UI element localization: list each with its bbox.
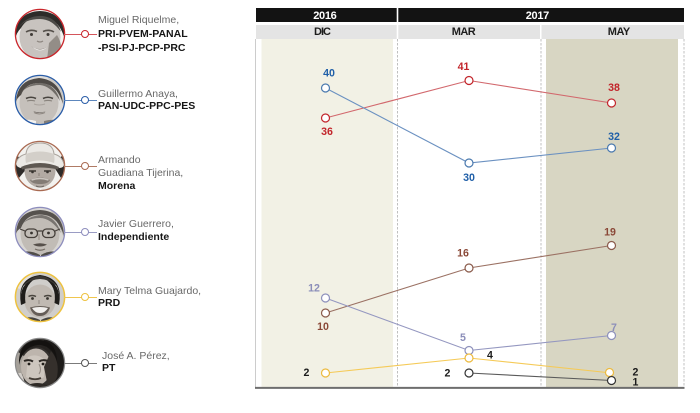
svg-text:16: 16	[457, 248, 469, 260]
svg-text:2: 2	[633, 367, 639, 379]
svg-text:19: 19	[604, 227, 616, 239]
svg-text:10: 10	[317, 321, 329, 333]
svg-text:40: 40	[323, 68, 335, 80]
svg-text:2: 2	[304, 367, 310, 379]
svg-text:30: 30	[463, 172, 475, 184]
svg-text:DIC: DIC	[314, 26, 331, 38]
svg-text:2016: 2016	[313, 10, 337, 22]
svg-text:5: 5	[460, 332, 466, 344]
svg-text:1: 1	[633, 377, 639, 389]
svg-text:32: 32	[608, 131, 620, 143]
svg-text:2: 2	[445, 368, 451, 380]
svg-text:7: 7	[611, 322, 617, 334]
svg-text:4: 4	[487, 350, 493, 362]
svg-text:36: 36	[321, 126, 333, 138]
svg-text:38: 38	[608, 82, 620, 94]
svg-text:41: 41	[458, 61, 470, 73]
svg-text:2017: 2017	[526, 10, 550, 22]
svg-text:MAR: MAR	[452, 26, 476, 38]
svg-text:12: 12	[308, 283, 320, 295]
svg-text:MAY: MAY	[608, 26, 631, 38]
